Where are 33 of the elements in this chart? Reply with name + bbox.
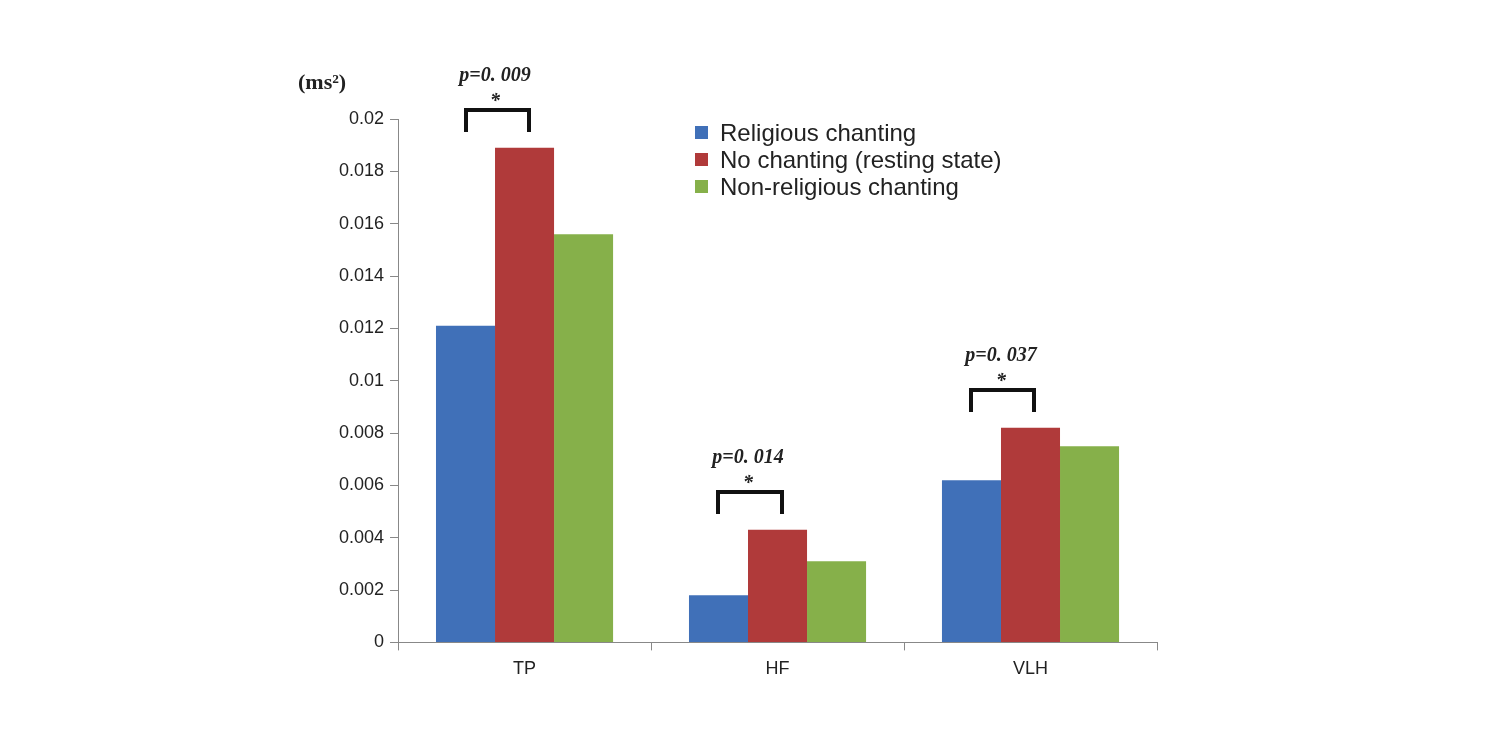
annotation: *: [743, 469, 753, 494]
bar: [688, 595, 749, 642]
y-tick-label: 0.002: [339, 579, 385, 600]
y-tick-label: 0.014: [339, 264, 385, 285]
legend-label: No chanting (resting state): [720, 145, 1002, 174]
y-tick-label: 0.018: [339, 160, 385, 181]
annotation: p=0. 037: [965, 341, 1037, 366]
legend-label: Religious chanting: [720, 118, 917, 147]
bar: [807, 561, 867, 642]
text: p=0. 009: [459, 61, 531, 86]
y-tick-label: 0.016: [339, 212, 385, 233]
bar: [495, 147, 555, 642]
x-tick-label: TP: [513, 658, 537, 679]
bar: [1060, 446, 1120, 642]
bar: [435, 325, 496, 642]
bar: [941, 480, 1001, 642]
y-tick-label: 0: [374, 631, 385, 652]
bar: [1000, 427, 1061, 642]
y-tick-label: 0.01: [349, 369, 385, 390]
y-tick-label: 0.008: [339, 422, 385, 443]
legend-label: Non-religious chanting: [720, 172, 959, 201]
annotation: *: [995, 367, 1006, 392]
y-tick-label: 0.02: [349, 107, 385, 128]
y-tick-label: 0.004: [339, 526, 385, 547]
x-tick-label: HF: [765, 658, 790, 679]
text: *: [490, 87, 501, 112]
x-tick-label: VLH: [1013, 658, 1049, 679]
bar: [748, 529, 808, 642]
bar: [554, 234, 614, 642]
y-tick-label: 0.012: [339, 317, 385, 338]
y-tick-label: 0.006: [339, 474, 385, 495]
y-axis-title: (ms²): [298, 69, 347, 95]
annotation: p=0. 014: [712, 443, 784, 468]
